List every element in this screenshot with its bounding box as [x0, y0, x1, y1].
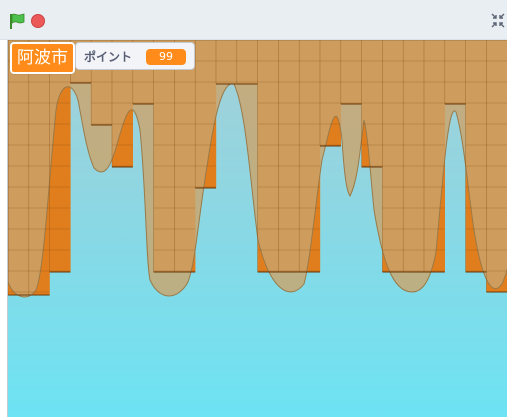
terrain-grid-lines	[8, 40, 507, 296]
point-value: 99	[146, 49, 186, 65]
stage-canvas	[8, 40, 507, 417]
fullscreen-icon[interactable]	[491, 13, 505, 28]
point-label: ポイント	[84, 50, 133, 64]
point-monitor: ポイント 99	[75, 42, 195, 70]
green-flag-icon[interactable]	[9, 13, 25, 30]
player-controls-bar	[0, 0, 507, 40]
stop-icon[interactable]	[31, 14, 45, 28]
game-stage[interactable]: 阿波市 ポイント 99	[7, 40, 507, 417]
city-name-label: 阿波市	[10, 42, 75, 74]
